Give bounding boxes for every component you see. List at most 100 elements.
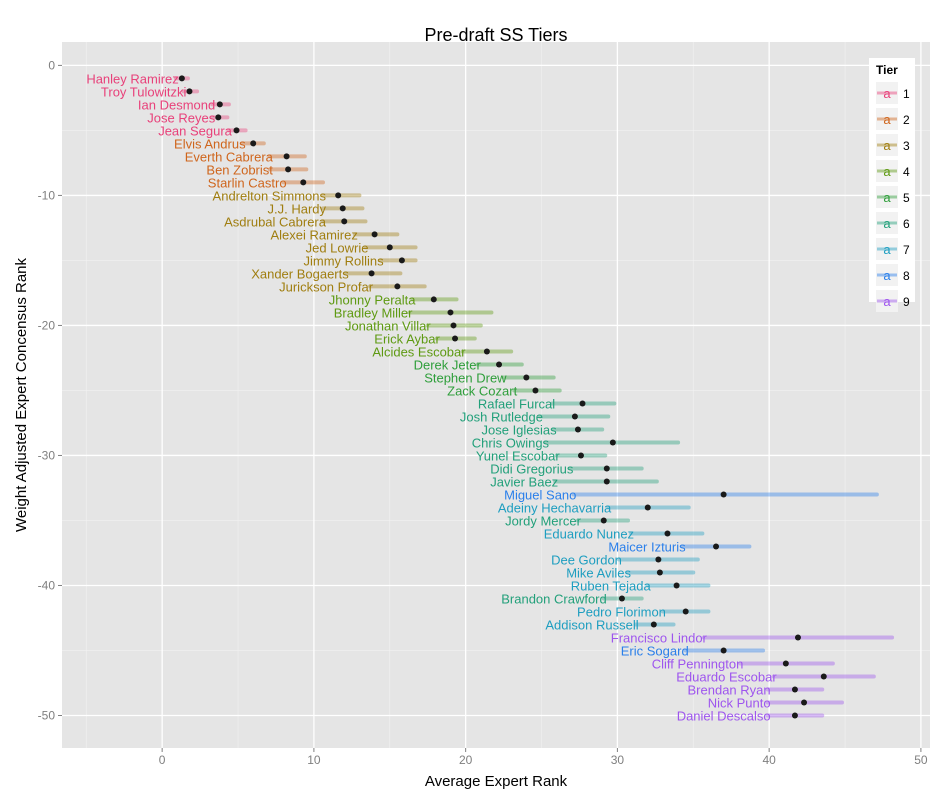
data-point	[178, 75, 185, 82]
point-label: Chris Owings	[472, 435, 550, 450]
point-label: Starlin Castro	[208, 175, 287, 190]
point-label: Ben Zobrist	[206, 162, 273, 177]
legend-key-glyph: a	[883, 112, 891, 127]
data-point	[682, 608, 689, 615]
legend-key	[876, 108, 898, 130]
data-point	[398, 257, 405, 264]
legend-key-glyph: a	[883, 86, 891, 101]
legend-label: 7	[903, 243, 910, 257]
legend-title: Tier	[876, 63, 898, 77]
point-label: Zack Cozart	[447, 383, 517, 398]
data-point	[603, 465, 610, 472]
legend-label: 6	[903, 217, 910, 231]
data-point	[577, 452, 584, 459]
data-point	[603, 478, 610, 485]
data-point	[335, 192, 342, 199]
data-point	[820, 673, 827, 680]
x-axis-label: Average Expert Rank	[425, 773, 568, 790]
point-label: Hanley Ramirez	[86, 71, 178, 86]
legend-key-glyph: a	[883, 164, 891, 179]
y-tick-label: -30	[38, 448, 56, 462]
x-tick-label: 40	[762, 753, 776, 767]
grid	[62, 42, 930, 748]
legend-label: 8	[903, 269, 910, 283]
points	[178, 75, 827, 719]
point-label: Everth Cabrera	[185, 149, 274, 164]
legend-key	[876, 290, 898, 312]
point-label: Yunel Escobar	[476, 448, 561, 463]
data-point	[664, 530, 671, 537]
point-label: Javier Baez	[490, 474, 558, 489]
point-label: Bradley Miller	[334, 305, 413, 320]
point-label: Adeiny Hechavarria	[498, 500, 612, 515]
data-point	[713, 543, 720, 550]
data-point	[300, 179, 307, 186]
data-point	[447, 309, 454, 316]
y-tick-label: -40	[38, 578, 56, 592]
legend-key	[876, 238, 898, 260]
point-label: Alcides Escobar	[372, 344, 466, 359]
legend-key-glyph: a	[883, 294, 891, 309]
point-label: Ian Desmond	[138, 97, 215, 112]
data-point	[368, 270, 375, 277]
point-label: J.J. Hardy	[267, 201, 326, 216]
data-point	[386, 244, 393, 251]
data-point	[801, 699, 808, 706]
point-label: Alexei Ramirez	[270, 227, 357, 242]
point-label: Jean Segura	[158, 123, 232, 138]
point-label: Didi Gregorius	[490, 461, 574, 476]
point-label: Xander Bogaerts	[251, 266, 349, 281]
data-point	[650, 621, 657, 628]
point-label: Daniel Descalso	[677, 708, 771, 723]
data-point	[720, 491, 727, 498]
point-label: Asdrubal Cabrera	[224, 214, 327, 229]
axes: 0 10 20 30 40 50 0 -10 -20 -30 -40 -50	[38, 58, 928, 767]
y-tick-label: 0	[48, 58, 55, 72]
point-label: Miguel Sano	[504, 487, 576, 502]
point-label: Jhonny Peralta	[329, 292, 416, 307]
point-label: Erick Aybar	[374, 331, 440, 346]
data-point	[394, 283, 401, 290]
legend-label: 5	[903, 191, 910, 205]
legend-key	[876, 82, 898, 104]
point-label: Francisco Lindor	[611, 630, 708, 645]
plot-panel	[62, 42, 930, 748]
point-label: Elvis Andrus	[174, 136, 246, 151]
data-point	[496, 361, 503, 368]
point-label: Brandon Crawford	[501, 591, 607, 606]
data-point	[791, 686, 798, 693]
data-point	[216, 101, 223, 108]
data-point	[571, 413, 578, 420]
x-tick-label: 50	[914, 753, 928, 767]
point-label: Eduardo Escobar	[676, 669, 777, 684]
data-point	[720, 647, 727, 654]
legend-key-glyph: a	[883, 216, 891, 231]
point-label: Cliff Pennington	[652, 656, 744, 671]
point-label: Troy Tulowitzki	[101, 84, 187, 99]
point-label: Jose Reyes	[147, 110, 215, 125]
legend-key-glyph: a	[883, 268, 891, 283]
legend: Tier a 1a 2a 3a 4a 5a 6a 7a 8a 9	[869, 58, 915, 312]
point-label: Nick Punto	[708, 695, 771, 710]
point-label: Jose Iglesias	[482, 422, 558, 437]
point-label: Eric Sogard	[621, 643, 689, 658]
data-point	[233, 127, 240, 134]
point-label: Derek Jeter	[414, 357, 482, 372]
data-point	[339, 205, 346, 212]
legend-label: 4	[903, 165, 910, 179]
data-point	[579, 400, 586, 407]
data-point	[644, 504, 651, 511]
legend-key-glyph: a	[883, 138, 891, 153]
legend-label: 9	[903, 295, 910, 309]
point-label: Andrelton Simmons	[213, 188, 327, 203]
data-point	[430, 296, 437, 303]
point-label: Stephen Drew	[424, 370, 507, 385]
data-point	[186, 88, 193, 95]
data-point	[283, 153, 290, 160]
data-point	[532, 387, 539, 394]
y-tick-label: -10	[38, 188, 56, 202]
data-point	[483, 348, 490, 355]
y-tick-label: -20	[38, 318, 56, 332]
